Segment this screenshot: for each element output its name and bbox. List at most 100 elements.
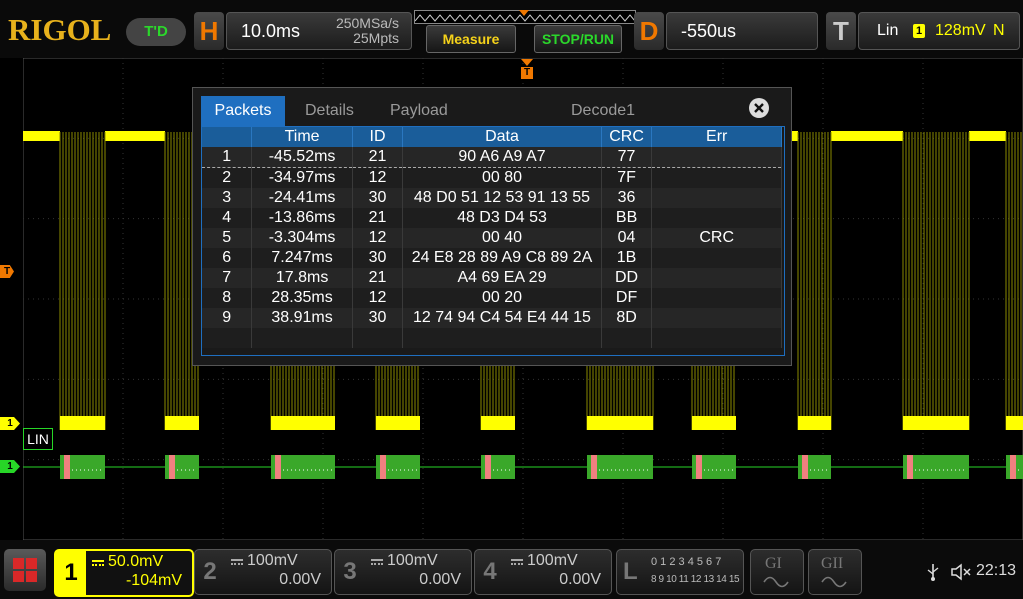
- table-row[interactable]: 3 -24.41ms 30 48 D0 51 12 53 91 13 55 36: [202, 188, 782, 208]
- table-row[interactable]: 2 -34.97ms 12 00 80 7F: [202, 167, 782, 188]
- logic-analyzer-box[interactable]: L 0 1 2 3 4 5 6 7 8 9 10 11 12 13 14 15: [616, 549, 744, 595]
- delay-box[interactable]: -550us: [666, 12, 818, 50]
- dc-coupling-icon: [231, 559, 243, 565]
- table-cell: DF: [601, 288, 653, 308]
- table-cell: [402, 328, 602, 348]
- trigger-position-marker[interactable]: T: [519, 59, 535, 81]
- menu-button[interactable]: [4, 549, 46, 591]
- column-header: [202, 127, 253, 147]
- sine-wave-icon: [763, 576, 789, 588]
- decode-title: Decode1: [571, 102, 636, 119]
- table-cell: [202, 328, 253, 348]
- table-cell: 48 D3 D4 53: [402, 208, 602, 228]
- table-cell: [651, 208, 782, 228]
- generator-2-button[interactable]: GII: [808, 549, 862, 595]
- memory-waveform-overview: [415, 14, 635, 22]
- table-cell: 4: [202, 208, 253, 228]
- table-cell: 17.8ms: [251, 268, 353, 288]
- column-header: Err: [651, 127, 782, 147]
- ch1-frame-burst: [797, 132, 832, 430]
- trigger-type: Lin: [877, 22, 899, 39]
- table-cell: 21: [352, 208, 404, 228]
- table-row[interactable]: 5 -3.304ms 12 00 40 04 CRC: [202, 228, 782, 248]
- delay-value: -550us: [681, 21, 737, 41]
- speaker-muted-icon[interactable]: [949, 562, 973, 582]
- close-button[interactable]: [749, 98, 769, 118]
- clock: 22:13: [976, 562, 1017, 579]
- table-cell: [651, 147, 782, 168]
- channel-number: 2: [203, 558, 217, 585]
- channel-4-box[interactable]: 4 100mV 0.00V: [474, 549, 612, 595]
- table-row[interactable]: 4 -13.86ms 21 48 D3 D4 53 BB: [202, 208, 782, 228]
- table-row-empty: [202, 328, 782, 348]
- table-cell: 36: [601, 188, 653, 208]
- table-cell: 04: [601, 228, 653, 248]
- memory-depth: 25Mpts: [353, 30, 399, 46]
- decoded-packet-marker: [587, 455, 653, 479]
- ch1-offset-marker[interactable]: 1: [0, 417, 20, 430]
- table-cell: -45.52ms: [251, 147, 353, 168]
- timebase-box[interactable]: 10.0ms 250MSa/s 25Mpts: [226, 12, 412, 50]
- channel-1-box[interactable]: 1 50.0mV -104mV: [54, 549, 194, 597]
- logic-label: L: [623, 558, 638, 585]
- ch1-frame-burst: [59, 132, 106, 430]
- logic-channels-row2: 8 9 10 11 12 13 14 15: [651, 574, 740, 585]
- table-row[interactable]: 7 17.8ms 21 A4 69 EA 29 DD: [202, 268, 782, 288]
- table-cell: 21: [352, 268, 404, 288]
- app-menu-icon: [13, 558, 37, 582]
- table-row[interactable]: 9 38.91ms 30 12 74 94 C4 54 E4 44 15 8D: [202, 308, 782, 328]
- dc-coupling-icon: [92, 560, 104, 566]
- table-cell: -13.86ms: [251, 208, 353, 228]
- table-cell: [352, 328, 404, 348]
- stop-run-button[interactable]: STOP/RUN: [534, 25, 622, 53]
- run-status-badge[interactable]: T'D: [126, 18, 186, 46]
- trigger-level: 128mV: [935, 22, 986, 39]
- measure-button[interactable]: Measure: [426, 25, 516, 53]
- channel-3-box[interactable]: 3 100mV 0.00V: [334, 549, 472, 595]
- tab-payload[interactable]: Payload: [390, 102, 448, 119]
- table-cell: -24.41ms: [251, 188, 353, 208]
- decoded-packet-marker: [903, 455, 969, 479]
- table-cell: 12 74 94 C4 54 E4 44 15: [402, 308, 602, 328]
- tab-details[interactable]: Details: [305, 102, 354, 119]
- table-row[interactable]: 1 -45.52ms 21 90 A6 A9 A7 77: [202, 147, 782, 168]
- table-cell: 1: [202, 147, 253, 168]
- table-cell: 7: [202, 268, 253, 288]
- channel-offset: 0.00V: [419, 571, 461, 588]
- trigger-box[interactable]: Lin 1 128mV N: [858, 12, 1020, 50]
- channel-scale: 50.0mV: [108, 553, 164, 570]
- decode-bus-marker[interactable]: 1: [0, 460, 20, 473]
- trigger-button[interactable]: T: [826, 12, 856, 50]
- sine-wave-icon: [821, 576, 847, 588]
- channel-offset: 0.00V: [279, 571, 321, 588]
- table-cell: 2: [202, 167, 253, 188]
- table-cell: 30: [352, 308, 404, 328]
- tab-packets[interactable]: Packets: [201, 96, 285, 126]
- table-cell: [251, 328, 353, 348]
- decoded-packet-marker: [1006, 455, 1023, 479]
- channel-offset: 0.00V: [559, 571, 601, 588]
- timebase-value: 10.0ms: [241, 21, 301, 41]
- channel-2-box[interactable]: 2 100mV 0.00V: [194, 549, 332, 595]
- horizontal-button[interactable]: H: [194, 12, 224, 50]
- table-cell: 28.35ms: [251, 288, 353, 308]
- table-cell: 12: [352, 228, 404, 248]
- sample-rate: 250MSa/s: [335, 15, 399, 31]
- column-header: Time: [251, 127, 353, 147]
- table-cell: 77: [601, 147, 653, 168]
- column-header: ID: [352, 127, 404, 147]
- ch1-frame-burst: [902, 132, 970, 430]
- trigger-level-marker[interactable]: T: [0, 265, 14, 278]
- table-row[interactable]: 8 28.35ms 12 00 20 DF: [202, 288, 782, 308]
- delay-button[interactable]: D: [634, 12, 664, 50]
- table-cell: A4 69 EA 29: [402, 268, 602, 288]
- channel-number: 4: [483, 558, 497, 585]
- generator-1-button[interactable]: GI: [750, 549, 804, 595]
- table-row[interactable]: 6 7.247ms 30 24 E8 28 89 A9 C8 89 2A 1B: [202, 248, 782, 268]
- table-cell: -34.97ms: [251, 167, 353, 188]
- table-cell: 30: [352, 248, 404, 268]
- usb-icon: [927, 564, 939, 581]
- table-cell: [651, 248, 782, 268]
- channel-scale: 100mV: [527, 552, 578, 569]
- trigger-mode: N: [993, 22, 1005, 39]
